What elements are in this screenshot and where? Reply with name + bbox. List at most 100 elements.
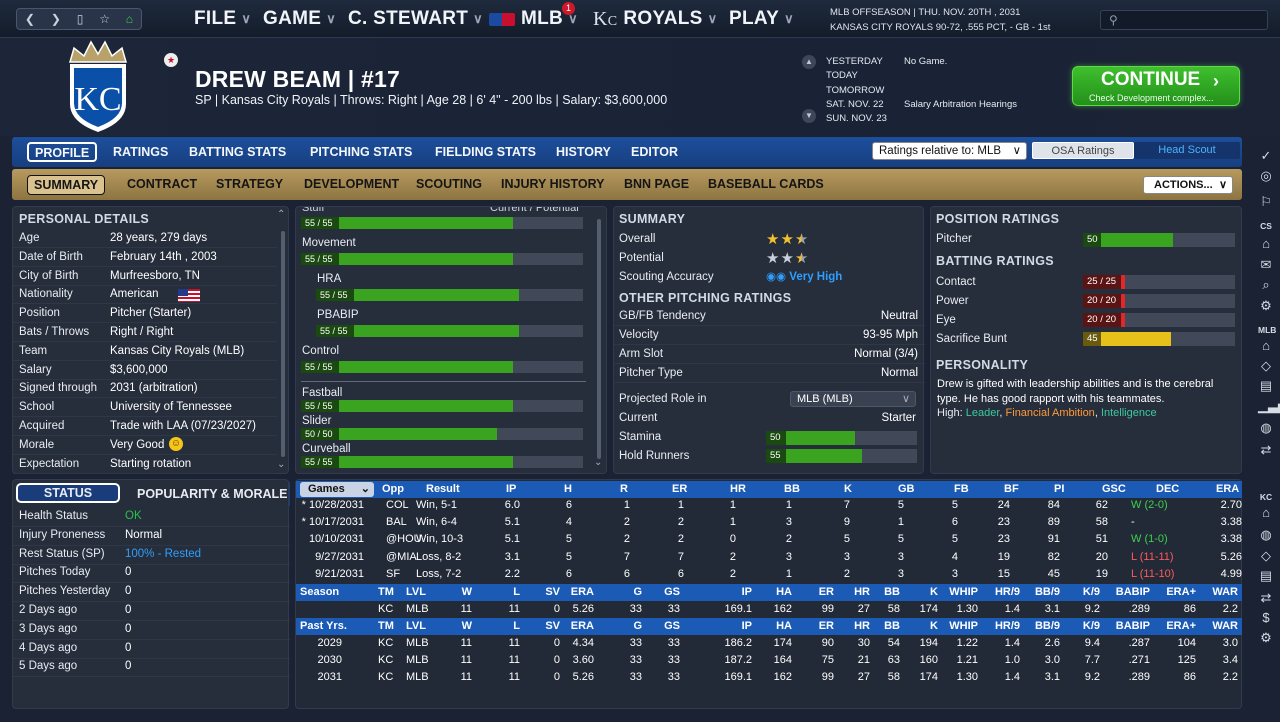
scrollbar[interactable] [597, 219, 601, 459]
column-header[interactable]: GSC [1102, 483, 1126, 495]
home-icon[interactable]: ⌂ [1262, 338, 1270, 353]
scrollbar[interactable] [281, 231, 285, 457]
home-icon[interactable]: ⌂ [1262, 236, 1270, 251]
column-header[interactable]: SV [545, 620, 560, 632]
forward-icon[interactable]: ❯ [50, 12, 61, 26]
column-header[interactable]: HR/9 [994, 586, 1020, 598]
dollar-icon[interactable]: $ [1262, 610, 1270, 625]
column-header[interactable]: TM [378, 586, 394, 598]
column-header[interactable]: ERA [1216, 483, 1240, 495]
column-header[interactable]: K/9 [1082, 620, 1100, 632]
games-select[interactable]: Games ⌄ [300, 482, 374, 497]
game-row[interactable]: * 10/17/2031 BAL Win, 6-4 5.1 4 2 2 1 3 9 1 6 23 89 58… [296, 514, 1242, 531]
menu-manager[interactable]: C. STEWART ∨ [348, 8, 483, 29]
column-header[interactable]: H [564, 483, 572, 495]
tab-ratings[interactable]: RATINGS [113, 145, 169, 159]
baseball-icon[interactable]: ◍ [1260, 420, 1272, 435]
scroll-down-icon[interactable]: ⌄ [277, 459, 286, 470]
column-header[interactable]: BB [884, 586, 900, 598]
scroll-up-icon[interactable]: ⌃ [277, 209, 286, 220]
column-header[interactable]: SV [545, 586, 560, 598]
tab-bnn-page[interactable]: BNN PAGE [624, 177, 690, 191]
tab-baseball-cards[interactable]: BASEBALL CARDS [708, 177, 824, 191]
schedule-down-icon[interactable]: ▼ [802, 109, 816, 123]
column-header[interactable]: HA [776, 620, 792, 632]
diamond-icon[interactable]: ◇ [1261, 548, 1271, 563]
tab-strategy[interactable]: STRATEGY [216, 177, 284, 191]
column-header[interactable]: Past Yrs. [300, 620, 347, 632]
osa-ratings-toggle[interactable]: OSA Ratings [1032, 142, 1134, 159]
column-header[interactable]: R [620, 483, 628, 495]
column-header[interactable]: FB [954, 483, 969, 495]
column-header[interactable]: K [930, 620, 938, 632]
column-header[interactable]: Opp [382, 483, 404, 495]
tab-summary[interactable]: SUMMARY [27, 175, 106, 195]
column-header[interactable]: WAR [1212, 620, 1238, 632]
column-header[interactable]: G [633, 620, 642, 632]
column-header[interactable]: HA [776, 586, 792, 598]
column-header[interactable]: GS [664, 586, 680, 598]
column-header[interactable]: LVL [406, 586, 426, 598]
tab-development[interactable]: DEVELOPMENT [304, 177, 400, 191]
menu-play[interactable]: PLAY ∨ [729, 8, 794, 29]
menu-file[interactable]: FILE ∨ [194, 8, 252, 29]
id-card-icon[interactable]: ▤ [1259, 378, 1273, 393]
column-header[interactable]: BB [784, 483, 800, 495]
column-header[interactable]: ERA+ [1166, 586, 1196, 598]
column-header[interactable]: HR [854, 586, 870, 598]
column-header[interactable]: HR [854, 620, 870, 632]
column-header[interactable]: HR/9 [994, 620, 1020, 632]
id-card-icon[interactable]: ▤ [1259, 568, 1273, 583]
column-header[interactable]: L [513, 620, 520, 632]
tab-history[interactable]: HISTORY [556, 145, 611, 159]
bar-chart-icon[interactable]: ▁▃▅ [1258, 398, 1280, 413]
tab-pitching-stats[interactable]: PITCHING STATS [310, 145, 413, 159]
column-header[interactable]: G [633, 586, 642, 598]
home-icon[interactable]: ⌂ [1262, 505, 1270, 520]
column-header[interactable]: GS [664, 620, 680, 632]
column-header[interactable]: LVL [406, 620, 426, 632]
column-header[interactable]: ER [672, 483, 688, 495]
column-header[interactable]: BB/9 [1034, 620, 1060, 632]
search-input[interactable]: ⚲ [1100, 10, 1268, 30]
game-row[interactable]: 9/21/2031 SF Loss, 7-2 2.2 6 6 6 2 1 2 3 3 15 45 19 L (… [296, 566, 1242, 583]
menu-league[interactable]: MLB ∨ [489, 0, 578, 38]
actions-dropdown[interactable]: ACTIONS... ∨ [1143, 176, 1233, 194]
column-header[interactable]: ERA [570, 586, 594, 598]
swap-icon[interactable]: ⇄ [1260, 590, 1272, 605]
tab-injury-history[interactable]: INJURY HISTORY [501, 177, 605, 191]
tab-fielding-stats[interactable]: FIELDING STATS [435, 145, 536, 159]
search-icon[interactable]: ⌕ [1262, 277, 1270, 292]
column-header[interactable]: BABIP [1115, 586, 1150, 598]
column-header[interactable]: TM [378, 620, 394, 632]
column-header[interactable]: IP [741, 620, 752, 632]
column-header[interactable]: WHIP [949, 586, 978, 598]
check-icon[interactable]: ✓ [1260, 148, 1272, 163]
bulb-icon[interactable]: ⚐ [1260, 194, 1272, 209]
column-header[interactable]: PI [1054, 483, 1065, 495]
column-header[interactable]: ER [818, 586, 834, 598]
mail-icon[interactable]: ✉ [1260, 257, 1272, 272]
back-icon[interactable]: ❮ [24, 12, 35, 26]
tab-popularity-morale[interactable]: POPULARITY & MORALE [137, 487, 288, 501]
menu-team[interactable]: KC ROYALS ∨ [593, 7, 718, 30]
column-header[interactable]: WHIP [949, 620, 978, 632]
tab-contract[interactable]: CONTRACT [127, 177, 198, 191]
continue-button[interactable]: CONTINUE Check Development complex... › [1072, 66, 1240, 106]
column-header[interactable]: W [461, 586, 472, 598]
game-row[interactable]: * 10/28/2031 COL Win, 5-1 6.0 6 1 1 1 1 7 5 5 24 84 62… [296, 497, 1242, 514]
star-icon[interactable]: ☆ [99, 12, 110, 26]
column-header[interactable]: K [930, 586, 938, 598]
scroll-down-icon[interactable]: ⌄ [594, 457, 603, 468]
ratings-relative-select[interactable]: Ratings relative to: MLB ∨ [872, 142, 1027, 160]
head-scout-toggle[interactable]: Head Scout [1134, 142, 1240, 159]
column-header[interactable]: GB [898, 483, 915, 495]
device-icon[interactable]: ▯ [76, 12, 84, 26]
schedule-up-icon[interactable]: ▲ [802, 55, 816, 69]
game-row[interactable]: 9/27/2031 @MIA Loss, 8-2 3.1 5 7 7 2 3 3 3 4 19 82 20 L… [296, 549, 1242, 566]
diamond-icon[interactable]: ◇ [1261, 358, 1271, 373]
column-header[interactable]: ER [818, 620, 834, 632]
tab-status[interactable]: STATUS [16, 483, 120, 503]
column-header[interactable]: Season [300, 586, 340, 598]
column-header[interactable]: BB/9 [1034, 586, 1060, 598]
